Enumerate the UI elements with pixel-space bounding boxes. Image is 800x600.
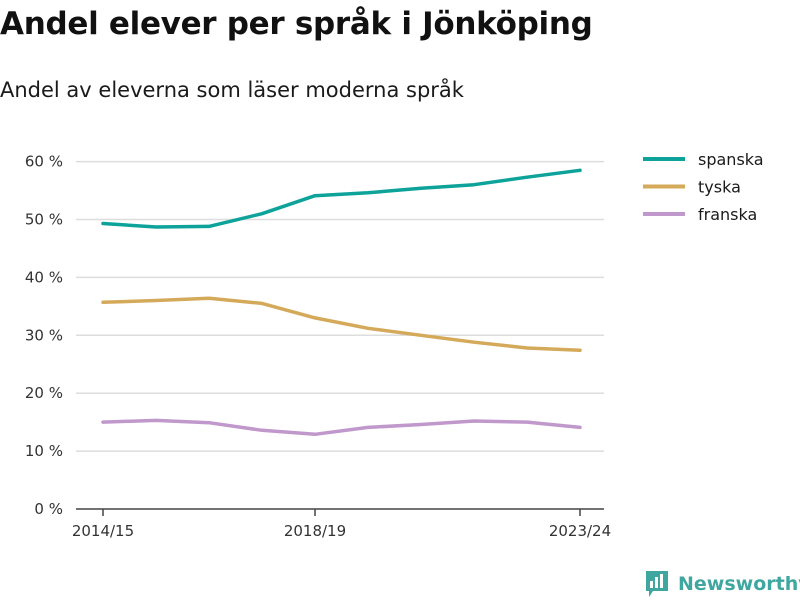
y-axis: 0 % 10 % 20 % 30 % 40 % 50 % 60 % [25,153,63,518]
x-tick-label: 2023/24 [549,522,611,540]
line-chart: 0 % 10 % 20 % 30 % 40 % 50 % 60 % 2014/15 2018/… [25,150,764,540]
y-tick-label: 10 % [25,442,63,460]
x-tick-label: 2014/15 [72,522,134,540]
legend: spanska tyska franska [643,150,764,224]
y-tick-label: 30 % [25,326,63,344]
y-tick-label: 60 % [25,153,63,171]
newsworthy-logo-icon [646,571,668,597]
x-tick-label: 2018/19 [284,522,346,540]
y-tick-label: 20 % [25,384,63,402]
grid-lines [76,160,604,510]
series-line-franska [101,418,582,437]
series-line-tyska [101,296,582,353]
chart-title: Andel elever per språk i Jönköping [0,6,593,42]
y-tick-label: 0 % [34,500,63,518]
legend-label-spanska: spanska [698,150,764,169]
legend-label-franska: franska [698,205,757,224]
series-lines [101,168,582,437]
chart-subtitle: Andel av eleverna som läser moderna språ… [0,78,464,102]
y-tick-label: 50 % [25,210,63,228]
legend-label-tyska: tyska [698,178,741,197]
y-tick-label: 40 % [25,268,63,286]
x-axis: 2014/15 2018/19 2023/24 [72,509,611,540]
brand-name: Newsworthy [678,573,800,595]
brand-logo: Newsworthy [644,569,800,599]
series-line-spanska [101,168,582,229]
